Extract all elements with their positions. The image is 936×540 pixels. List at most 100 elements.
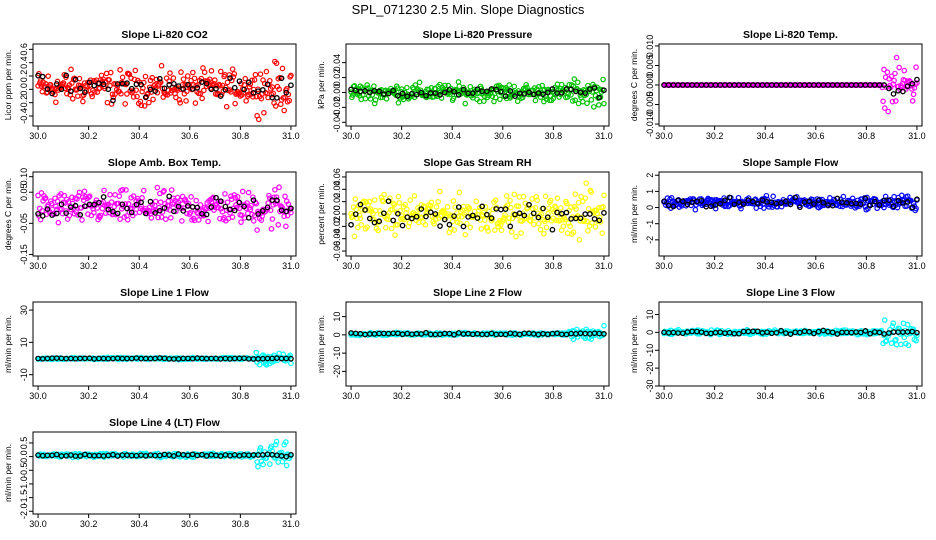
data-point [570,229,577,236]
data-point [360,198,367,205]
data-point [53,99,59,106]
data-point [355,224,361,231]
data-point [362,95,369,102]
data-point [464,221,470,227]
overlay-point [110,208,116,215]
y-tick-label: 10 [332,312,342,322]
data-point [574,79,581,86]
x-tick-label: 30.0 [29,391,47,401]
x-tick-label: 30.2 [80,391,98,401]
overlay-point [437,223,443,229]
overlay-point [914,76,920,83]
data-point [68,66,74,73]
data-point [601,100,607,107]
overlay-point [194,85,201,91]
overlay-point [418,89,425,96]
data-point [596,102,602,108]
x-tick-label: 30.8 [858,261,876,271]
data-point [366,198,373,205]
data-point [79,217,85,223]
x-tick-label: 30.0 [342,131,360,141]
overlay-point [526,89,532,96]
y-tick-label: -0.04 [332,228,342,249]
overlay-point [142,94,149,101]
x-tick-label: 30.4 [130,519,148,529]
data-point [198,75,205,82]
overlay-point [535,214,542,221]
x-tick-label: 30.2 [80,131,98,141]
data-point [380,198,386,205]
overlay-point [909,80,916,87]
data-point [180,76,187,82]
overlay-point [900,88,906,95]
overlay-point [357,201,364,208]
overlay-point [35,210,41,217]
overlay-point [100,194,107,200]
data-point [896,64,902,71]
overlay-point [385,90,392,97]
data-point [888,340,895,347]
data-point [518,230,524,236]
overlay-point [385,198,392,205]
y-tick-label: 0.000 [645,74,655,97]
data-point [525,205,531,211]
data-point [288,72,294,79]
data-point [222,191,228,197]
overlay-point [750,198,756,205]
data-point [177,100,183,106]
data-point [188,194,194,200]
overlay-point [213,85,219,92]
x-tick-label: 30.6 [494,391,512,401]
overlay-point [493,86,500,93]
panel-title: Slope Amb. Box Temp. [108,157,221,169]
data-point [565,91,572,97]
overlay-point [86,79,93,86]
y-tick-label: -2.0 [19,504,29,520]
overlay-point [404,93,411,100]
data-point [482,204,489,210]
data-point [668,195,675,201]
y-tick-label: 0.0 [19,450,29,463]
data-point [569,98,576,104]
overlay-point [264,204,271,211]
chart-panel: Slope Line 3 Flow 30.0 30.2 30.4 30.6 30.8 31.… [629,287,926,401]
y-tick-label: -1.0 [19,476,29,492]
data-point [199,95,205,102]
data-point [148,215,155,221]
data-point [904,321,911,328]
overlay-point [128,209,135,216]
overlay-point [152,210,158,216]
y-tick-label: -2 [645,236,655,244]
overlay-point [241,203,247,210]
overlay-point [876,202,883,208]
overlay-point [881,82,888,88]
data-point [138,102,145,109]
overlay-point [778,200,784,206]
y-tick-label: 0.10 [19,168,29,186]
overlay-point [58,86,65,93]
data-point [63,208,69,214]
data-point [158,214,165,220]
overlay-point [768,199,775,206]
data-point [588,189,595,195]
data-point [431,221,437,227]
data-point [81,188,88,195]
x-tick-label: 30.4 [130,131,148,141]
overlay-point [91,201,98,208]
overlay-point [124,205,130,212]
data-point [708,197,715,203]
x-tick-label: 31.0 [595,261,613,271]
data-point [230,74,237,80]
data-point [450,198,457,204]
data-point [558,205,564,211]
data-point [236,205,243,212]
y-tick-label: -10 [332,347,342,360]
overlay-point [180,208,187,214]
data-point [560,223,567,230]
overlay-point [395,210,401,217]
data-point [134,93,140,100]
y-tick-label: -0.02 [332,97,342,118]
data-point [882,317,888,323]
data-point [385,216,392,223]
data-point [267,207,274,214]
